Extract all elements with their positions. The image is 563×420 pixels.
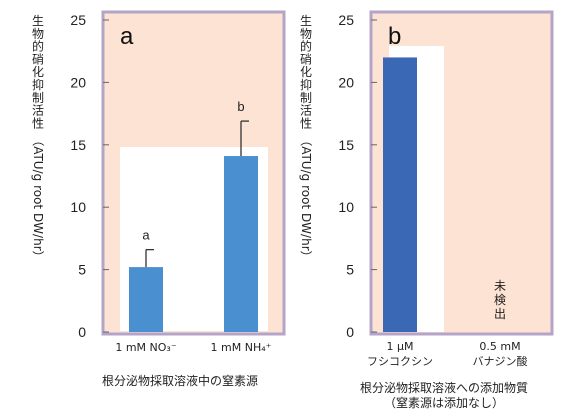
x-category-label-2: バナジン酸 — [473, 354, 528, 368]
y-axis-label-glyph: 制 — [300, 91, 312, 105]
bar-1 — [129, 267, 163, 332]
y-axis-label-glyph: 物 — [300, 27, 312, 41]
x-category-label-1: 1 mM NO₃⁻ — [115, 341, 176, 354]
y-tick-label: 5 — [78, 262, 86, 278]
y-axis-label-glyph: 抑 — [300, 77, 312, 92]
y-axis-label-glyph: 化 — [32, 65, 44, 79]
x-axis-title: 根分泌物採取溶液中の窒素源 — [102, 373, 258, 388]
y-tick-label: 15 — [338, 137, 354, 153]
y-axis-label-glyph: 硝 — [300, 52, 312, 66]
y-tick-label: 20 — [338, 74, 354, 90]
y-axis-label-glyph: 活 — [32, 104, 44, 118]
y-axis-label-glyph: 活 — [300, 104, 312, 118]
y-axis-label: （ATU/g root DW/hr） — [299, 134, 313, 262]
y-axis-label-glyph: 物 — [32, 27, 44, 41]
y-axis-label-glyph: 抑 — [32, 77, 44, 92]
y-tick-label: 20 — [70, 74, 86, 90]
y-axis-label-glyph: 性 — [300, 116, 312, 130]
significance-label-1: a — [142, 228, 150, 243]
bar-1 — [383, 57, 417, 332]
y-axis-label-glyph: 硝 — [32, 52, 44, 66]
x-axis-title: 根分泌物採取溶液への添加物質 — [360, 380, 528, 395]
y-axis-label-glyph: 的 — [32, 39, 44, 54]
y-tick-label: 10 — [338, 199, 354, 215]
bar-2 — [224, 156, 258, 332]
y-axis-label-glyph: 的 — [300, 39, 312, 54]
bar-annotation-2: 未 — [494, 279, 506, 293]
x-axis-title: （窒素源は添加なし） — [384, 395, 504, 410]
y-tick-label: 15 — [70, 137, 86, 153]
bar-annotation-2: 出 — [494, 307, 506, 321]
y-axis-label: （ATU/g root DW/hr） — [31, 134, 45, 262]
x-category-label-1: フシコクシン — [367, 355, 433, 368]
y-tick-label: 25 — [70, 12, 86, 28]
y-tick-label: 0 — [78, 324, 86, 340]
x-category-label-2: 1 mM NH₄⁺ — [211, 341, 272, 354]
y-axis-label-glyph: 性 — [32, 116, 44, 130]
y-tick-label: 5 — [346, 262, 354, 278]
y-axis-label-glyph: 生 — [32, 14, 44, 28]
significance-label-2: b — [237, 99, 244, 114]
y-tick-label: 0 — [346, 324, 354, 340]
x-category-label-1: 1 μM — [387, 340, 414, 353]
panel-label: b — [388, 23, 401, 50]
panel-frame — [101, 10, 286, 336]
y-tick-label: 25 — [338, 12, 354, 28]
y-axis-label-glyph: 化 — [300, 65, 312, 79]
panel-frame — [369, 10, 554, 336]
y-tick-label: 10 — [70, 199, 86, 215]
y-axis-label-glyph: 制 — [32, 91, 44, 105]
y-axis-label-glyph: 生 — [300, 14, 312, 28]
bar-annotation-2: 検 — [494, 293, 506, 307]
panel-label: a — [120, 23, 134, 50]
x-category-label-2: 0.5 mM — [479, 340, 520, 353]
